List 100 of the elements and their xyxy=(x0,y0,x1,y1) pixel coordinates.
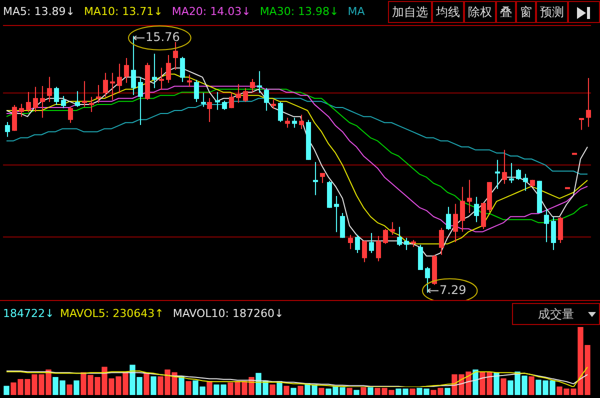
text: 窗 xyxy=(516,1,536,23)
bar xyxy=(206,381,212,395)
bar xyxy=(178,376,184,395)
candlestick xyxy=(502,149,507,184)
candlestick xyxy=(207,98,212,123)
bar xyxy=(444,388,450,395)
text: MAVOL10: 187260↓ xyxy=(172,306,284,320)
bar xyxy=(528,376,534,395)
text: MAVOL5: 230643↑ xyxy=(60,306,164,320)
bar xyxy=(186,381,192,395)
candlestick xyxy=(236,84,241,104)
annotation: 7.29 xyxy=(440,282,466,297)
candlestick xyxy=(117,63,122,94)
bar xyxy=(298,386,304,395)
candlestick xyxy=(110,72,115,100)
candlestick xyxy=(166,54,171,84)
bar xyxy=(354,390,360,395)
candlestick xyxy=(474,196,479,223)
bar xyxy=(150,376,156,395)
candlestick xyxy=(5,122,10,138)
candlestick xyxy=(355,234,360,254)
candlestick xyxy=(558,216,563,244)
candlestick xyxy=(579,118,584,130)
candlestick xyxy=(187,74,192,88)
text: 均线 xyxy=(432,1,464,23)
text: 184722↓ xyxy=(3,306,54,320)
candlestick xyxy=(215,92,220,110)
candlestick xyxy=(75,90,80,108)
candlestick xyxy=(348,234,353,250)
candlestick xyxy=(12,104,17,132)
text: 预测 xyxy=(536,1,568,23)
candlestick xyxy=(334,196,339,233)
candlestick xyxy=(383,228,388,244)
candlestick xyxy=(467,179,472,214)
candlestick xyxy=(250,78,255,93)
candlestick xyxy=(439,227,444,256)
candlestick xyxy=(89,96,94,113)
candlestick xyxy=(194,79,199,103)
candlestick xyxy=(509,162,514,184)
candlestick xyxy=(292,117,297,128)
candlestick xyxy=(33,86,38,113)
bar xyxy=(4,386,10,395)
candlestick xyxy=(264,88,269,112)
candlestick xyxy=(362,240,367,263)
candlestick xyxy=(460,186,465,232)
bar xyxy=(74,380,80,395)
candlestick xyxy=(40,85,45,118)
candlestick xyxy=(19,103,24,118)
candlestick xyxy=(495,159,500,190)
text: MA10: 13.71↓ xyxy=(84,4,163,18)
text: 叠 xyxy=(496,1,516,23)
bar xyxy=(284,386,290,395)
candlestick xyxy=(397,226,402,247)
candlestick xyxy=(96,84,101,104)
text: 除权 xyxy=(464,1,496,23)
candlestick xyxy=(201,92,206,108)
candlestick xyxy=(586,78,591,128)
candlestick xyxy=(61,95,66,109)
text: 成交量 xyxy=(538,307,574,321)
candlestick xyxy=(551,216,556,250)
candlestick xyxy=(418,244,423,270)
candlestick xyxy=(173,41,178,70)
text: MA5: 13.89↓ xyxy=(3,4,75,18)
candlestick xyxy=(404,237,409,250)
candlestick xyxy=(103,72,108,98)
candlestick xyxy=(516,168,521,180)
candlestick xyxy=(271,99,276,110)
bar xyxy=(346,388,352,395)
text: MA xyxy=(348,4,365,18)
candlestick xyxy=(369,232,374,254)
candlestick xyxy=(544,208,549,243)
candlestick xyxy=(376,236,381,262)
annotation: 15.76 xyxy=(146,30,180,44)
candlestick xyxy=(390,222,395,236)
candlestick xyxy=(243,88,248,103)
candlestick xyxy=(47,76,52,103)
candlestick xyxy=(278,102,283,123)
candlestick xyxy=(159,67,164,90)
text: 加自选 xyxy=(388,1,432,23)
bar xyxy=(368,387,374,395)
bar xyxy=(500,378,506,395)
text: MA20: 14.03↓ xyxy=(172,4,251,18)
candlestick xyxy=(299,114,304,130)
candlestick xyxy=(124,58,129,84)
candlestick xyxy=(26,92,31,113)
candlestick xyxy=(180,56,185,82)
candlestick xyxy=(229,92,234,109)
bar xyxy=(144,372,150,395)
bar xyxy=(270,384,276,395)
candlestick xyxy=(285,117,290,128)
candlestick xyxy=(68,106,73,124)
bar xyxy=(494,372,500,395)
candlestick xyxy=(523,173,528,192)
candlestick xyxy=(152,53,157,89)
candlestick xyxy=(453,203,458,243)
bar xyxy=(318,388,324,395)
candlestick xyxy=(138,76,143,126)
candlestick xyxy=(257,70,262,94)
candlestick xyxy=(446,206,451,230)
bar xyxy=(360,387,366,395)
